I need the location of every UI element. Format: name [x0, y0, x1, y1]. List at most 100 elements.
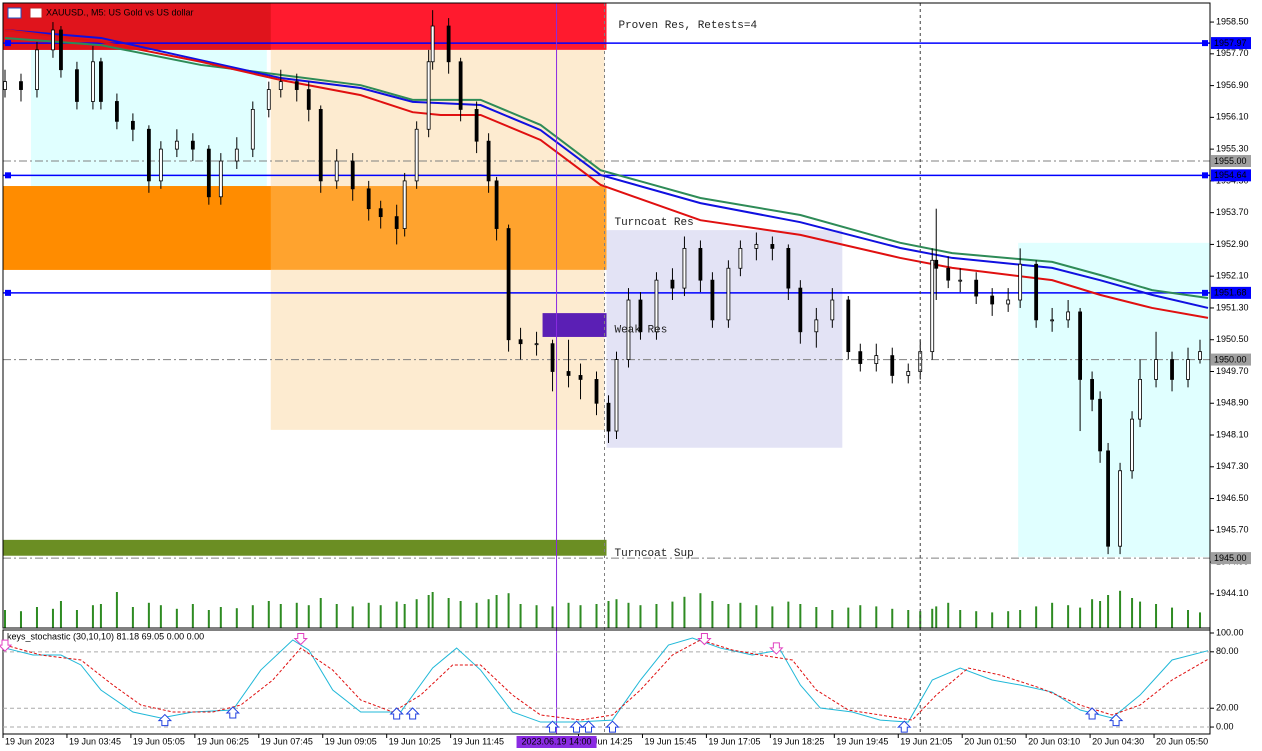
volume-bar	[907, 610, 910, 628]
candle-body	[334, 160, 339, 182]
candle-body	[738, 247, 743, 269]
volume-bar	[975, 611, 978, 628]
volume-bar	[627, 602, 630, 628]
volume-bar	[59, 601, 62, 628]
candle-body	[394, 216, 399, 229]
volume-bar	[655, 604, 658, 628]
candle-body	[670, 279, 675, 289]
x-tick-label: 19 Jun 09:05	[325, 736, 377, 746]
level-handle	[5, 289, 11, 296]
zone-label: Turncoat Sup	[614, 548, 693, 560]
level-handle	[1202, 289, 1208, 296]
sell-arrow	[293, 633, 308, 646]
y-tick-label: 1953.70	[1216, 207, 1249, 217]
price-tag-label: 1951.68	[1214, 288, 1247, 298]
x-tick-label: 20 Jun 05:50	[1156, 736, 1208, 746]
stoch-d-line	[4, 639, 1209, 721]
candle-body	[59, 29, 63, 71]
title-icon	[29, 7, 43, 19]
zone	[1018, 242, 1210, 557]
candle-body	[566, 371, 571, 376]
x-tick-label: 19 Jun 14:25	[581, 736, 633, 746]
candle-body	[1170, 359, 1174, 380]
volume-bar	[1199, 612, 1202, 628]
candle-body	[402, 180, 407, 229]
volume-bar	[367, 602, 370, 628]
volume-bar	[1051, 602, 1054, 628]
y-tick-label: 1956.90	[1216, 80, 1249, 90]
candle-body	[934, 259, 939, 269]
candle-body	[51, 29, 55, 51]
buy-arrow	[545, 720, 560, 733]
volume-bar	[1079, 607, 1082, 628]
price-tag	[1211, 169, 1251, 182]
candle-body	[250, 109, 255, 150]
x-tick-label: 19 Jun 17:05	[708, 736, 760, 746]
candle-body	[830, 299, 835, 321]
volume-bar	[19, 611, 22, 628]
price-tag	[1211, 286, 1251, 299]
x-tick-label: 19 Jun 06:25	[197, 736, 249, 746]
candle-body	[578, 375, 583, 380]
candle-body	[594, 379, 599, 404]
y-tick-label: 1958.50	[1216, 16, 1249, 26]
candle-body	[318, 109, 323, 182]
candle-body	[1066, 311, 1071, 321]
volume-bar	[859, 605, 862, 628]
buy-arrow	[605, 720, 620, 733]
zone-label: Turncoat Res	[614, 217, 693, 229]
x-tick-label: 19 Jun 21:05	[900, 736, 952, 746]
candle-body	[1034, 263, 1039, 321]
candle-body	[918, 351, 923, 372]
candle-body	[710, 279, 715, 321]
candle-body	[638, 299, 643, 333]
candle-body	[430, 25, 435, 63]
volume-bar	[191, 604, 194, 628]
y-tick-label: 1949.70	[1216, 366, 1249, 376]
candle-body	[1078, 311, 1083, 380]
zone	[3, 186, 271, 270]
stoch-title: keys_stochastic (30,10,10) 81.18 69.05 0…	[7, 631, 204, 641]
candle-body	[1090, 379, 1094, 400]
volume-bar	[351, 606, 354, 628]
price-tag-label: 1955.00	[1214, 156, 1247, 166]
volume-bar	[159, 605, 162, 628]
volume-bar	[1171, 607, 1174, 628]
volume-bar	[787, 601, 790, 628]
zone-label: Weak Res	[614, 325, 667, 337]
candle-body	[91, 61, 95, 102]
volume-bar	[207, 610, 210, 628]
buy-arrow	[389, 707, 404, 720]
volume-bar	[567, 602, 570, 628]
candle-body	[378, 208, 383, 218]
level-handle	[1202, 40, 1208, 47]
y-tick-label: 1956.10	[1216, 112, 1249, 122]
volume-bar	[507, 593, 510, 628]
y-tick-label: 1945.70	[1216, 525, 1249, 535]
candle-body	[506, 228, 511, 341]
candle-body	[654, 279, 659, 333]
volume-bar	[875, 606, 878, 628]
price-tag	[1211, 37, 1251, 50]
volume-bar	[891, 608, 894, 628]
volume-bar	[739, 602, 742, 628]
volume-bar	[935, 606, 938, 628]
volume-bar	[487, 599, 490, 628]
volume-bar	[711, 601, 714, 628]
price-tag	[1211, 353, 1251, 366]
y-tick-label: 1957.70	[1216, 48, 1249, 58]
candle-body	[446, 25, 451, 63]
chart-title: XAUUSD., M5: US Gold vs US dollar	[46, 7, 194, 17]
candle-body	[146, 128, 151, 182]
candle-body	[946, 267, 951, 281]
candle-body	[266, 89, 271, 110]
stoch-tick-label: 80.00	[1216, 646, 1239, 656]
volume-bar	[147, 602, 150, 628]
volume-bar	[475, 602, 478, 628]
volume-bar	[219, 607, 222, 628]
candle-body	[874, 355, 879, 364]
crosshair-tag	[516, 736, 597, 748]
candle-body	[218, 160, 223, 198]
volume-bar	[847, 607, 850, 628]
volume-bar	[519, 604, 522, 628]
